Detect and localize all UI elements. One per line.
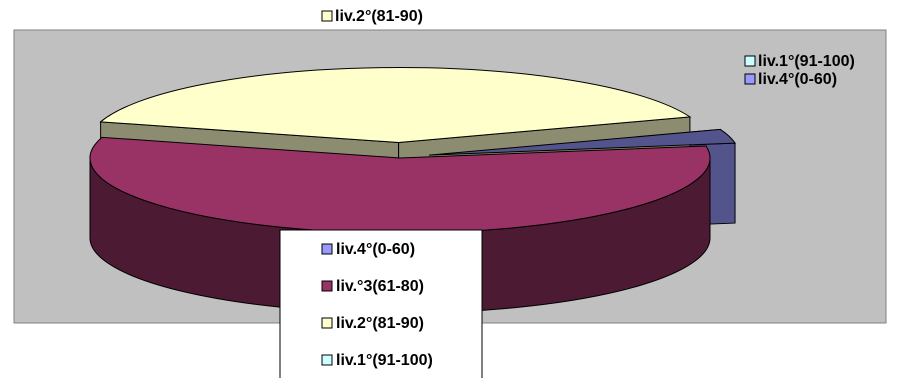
label-key (321, 10, 333, 22)
pie (89, 67, 736, 314)
legend (279, 229, 483, 378)
legend-items: liv.4°(0-60) liv.°3(61-80) liv.2°(81-90) li… (321, 241, 433, 369)
legend-key (321, 354, 333, 366)
legend-key (321, 280, 333, 292)
legend-key (321, 317, 333, 329)
legend-label: liv.°3(61-80) (336, 278, 424, 295)
data-label: liv.2°(81-90) (335, 8, 423, 25)
pie-top (428, 128, 736, 156)
legend-label: liv.4°(0-60) (336, 241, 415, 258)
label-key (744, 55, 756, 67)
legend-label: liv.1°(91-100) (336, 352, 433, 369)
data-label: liv.1°(91-100) (758, 53, 855, 70)
data-labels: liv.4°(0-60) liv.2°(81-90) liv.1°(91-100) (321, 8, 855, 88)
pie-top (99, 67, 692, 144)
legend-label: liv.2°(81-90) (336, 315, 424, 332)
label-key (744, 73, 756, 85)
legend-key (321, 243, 333, 255)
data-label: liv.4°(0-60) (758, 71, 837, 88)
